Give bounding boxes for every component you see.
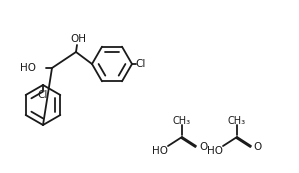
Text: Cl: Cl bbox=[38, 90, 48, 100]
Text: OH: OH bbox=[70, 34, 86, 44]
Text: O: O bbox=[199, 142, 207, 152]
Text: CH₃: CH₃ bbox=[228, 116, 246, 126]
Text: HO: HO bbox=[152, 146, 168, 156]
Text: HO: HO bbox=[20, 63, 36, 73]
Text: Cl: Cl bbox=[136, 59, 146, 69]
Text: O: O bbox=[254, 142, 262, 152]
Text: HO: HO bbox=[207, 146, 223, 156]
Text: CH₃: CH₃ bbox=[173, 116, 191, 126]
